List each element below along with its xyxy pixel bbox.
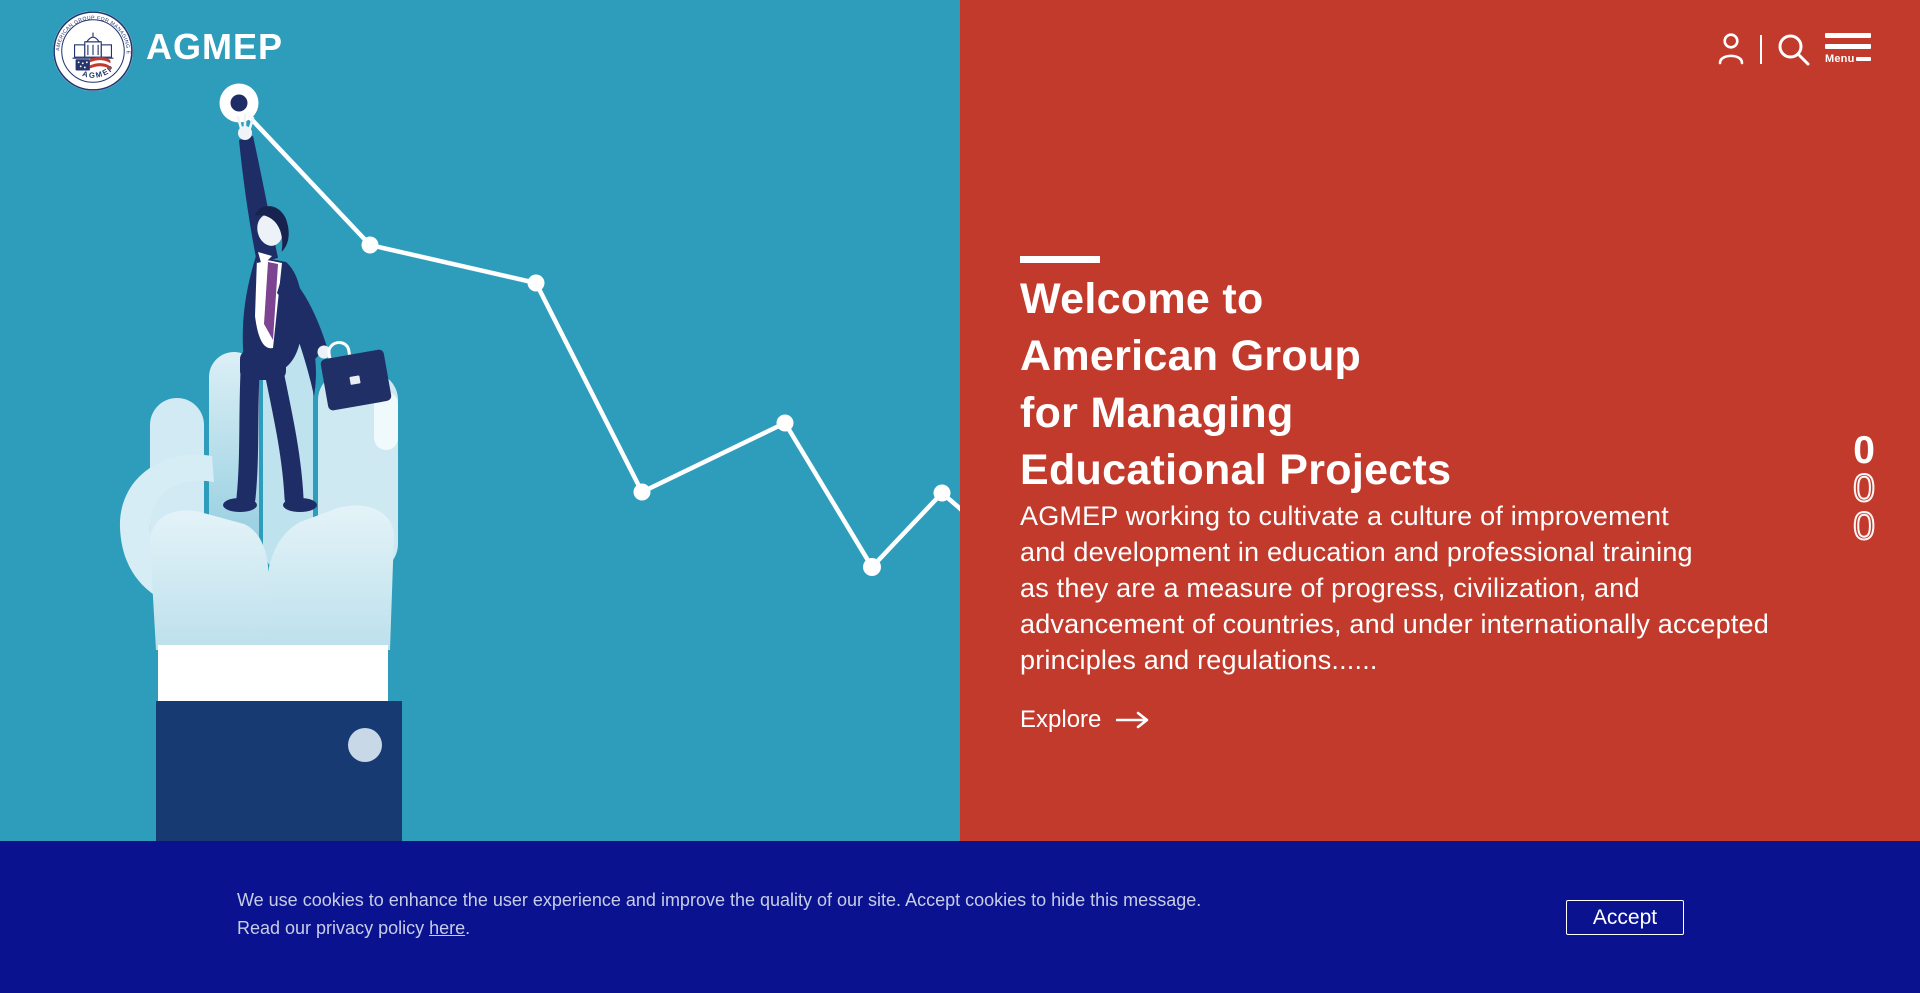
slide-indicators: 0 0 0 bbox=[1852, 429, 1876, 548]
accept-cookies-button[interactable]: Accept bbox=[1566, 900, 1684, 935]
site-header: AMERICAN GROUP FOR MANAGING EDUCATIONAL … bbox=[0, 0, 1920, 110]
businessman-figure bbox=[223, 113, 392, 512]
hero-illustration-panel bbox=[0, 0, 960, 993]
slide-indicator-3[interactable]: 0 bbox=[1852, 505, 1876, 548]
hero-description-line: advancement of countries, and under inte… bbox=[1020, 609, 1769, 639]
hamburger-line bbox=[1825, 33, 1871, 38]
sleeve-button bbox=[348, 728, 382, 762]
us-flag-glyph bbox=[75, 57, 111, 71]
cookie-message-line2: Read our privacy policy here. bbox=[237, 918, 471, 938]
person-icon bbox=[1718, 33, 1743, 65]
agmep-seal-logo: AMERICAN GROUP FOR MANAGING EDUCATIONAL … bbox=[52, 10, 133, 91]
hero-description: AGMEP working to cultivate a culture of … bbox=[1020, 498, 1769, 678]
capitol-building-glyph bbox=[72, 32, 114, 59]
search-button[interactable] bbox=[1777, 33, 1810, 66]
slide-indicator-2[interactable]: 0 bbox=[1852, 467, 1876, 510]
hand-palm bbox=[119, 454, 402, 843]
search-icon bbox=[1778, 34, 1810, 65]
cookie-banner: We use cookies to enhance the user exper… bbox=[0, 841, 1920, 993]
hero-title-line: American Group bbox=[1020, 332, 1362, 380]
menu-button[interactable]: Menu bbox=[1825, 33, 1871, 65]
explore-link[interactable]: Explore bbox=[1020, 706, 1150, 734]
hero-content-panel: Welcome to American Group for Managing E… bbox=[960, 0, 1920, 993]
hero-description-line: as they are a measure of progress, civil… bbox=[1020, 573, 1640, 603]
explore-label: Explore bbox=[1020, 706, 1102, 733]
slide-indicator-1[interactable]: 0 bbox=[1853, 429, 1875, 472]
account-button[interactable] bbox=[1717, 32, 1745, 66]
cookie-message: We use cookies to enhance the user exper… bbox=[237, 886, 1201, 942]
briefcase bbox=[320, 341, 392, 411]
hero-description-line: AGMEP working to cultivate a culture of … bbox=[1020, 501, 1669, 531]
hero-title: Welcome to American Group for Managing E… bbox=[1020, 271, 1451, 499]
hero-description-line: and development in education and profess… bbox=[1020, 537, 1693, 567]
privacy-policy-link[interactable]: here bbox=[429, 918, 466, 938]
brand-title: AGMEP bbox=[146, 26, 284, 67]
hamburger-line bbox=[1825, 44, 1871, 49]
hero-description-line: principles and regulations...... bbox=[1020, 645, 1378, 675]
hero-title-line: Welcome to bbox=[1020, 275, 1264, 323]
arrow-right-icon bbox=[1116, 711, 1149, 729]
title-accent-bar bbox=[1020, 256, 1100, 263]
header-divider bbox=[1759, 34, 1762, 64]
shirt-cuff bbox=[158, 645, 388, 703]
header-actions: Menu bbox=[1717, 32, 1871, 66]
hamburger-short-line bbox=[1856, 57, 1871, 61]
growth-illustration bbox=[119, 83, 960, 843]
hero-title-line: Educational Projects bbox=[1020, 446, 1452, 494]
line-chart-graphic bbox=[219, 83, 960, 576]
menu-label: Menu bbox=[1825, 53, 1855, 65]
hero-title-line: for Managing bbox=[1020, 389, 1294, 437]
suit-sleeve bbox=[156, 701, 402, 843]
cookie-message-line1: We use cookies to enhance the user exper… bbox=[237, 890, 1202, 910]
